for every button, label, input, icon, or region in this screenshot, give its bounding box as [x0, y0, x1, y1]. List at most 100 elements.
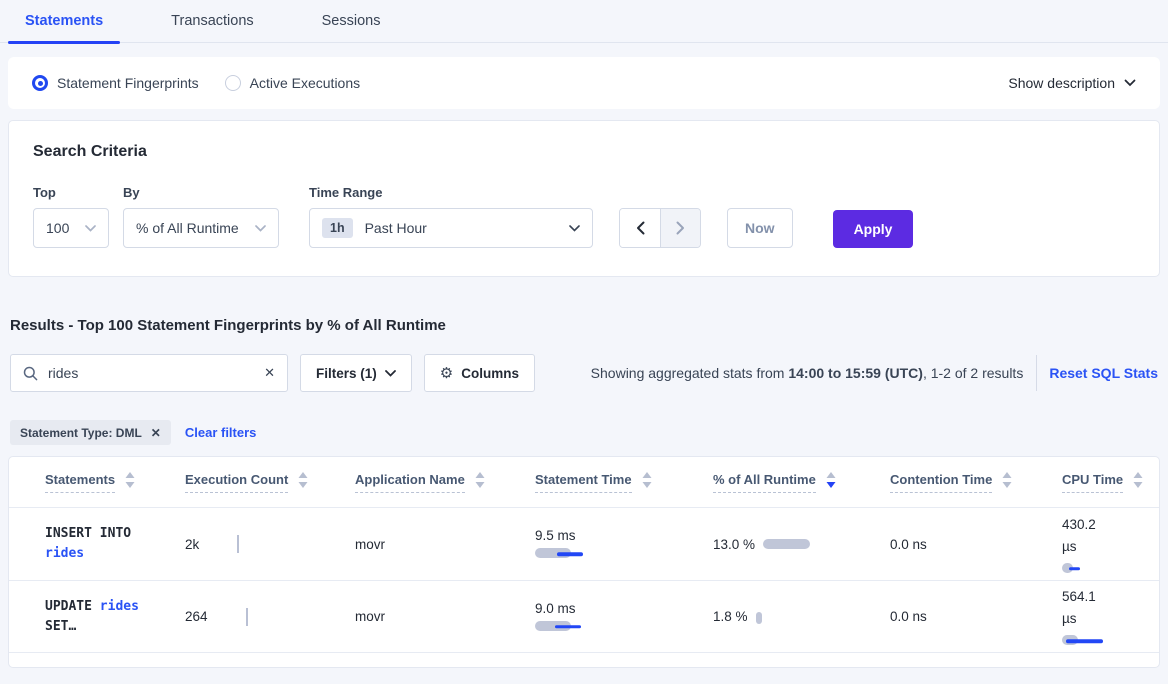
- toolbar-divider: [1036, 355, 1038, 391]
- radio-label: Statement Fingerprints: [57, 75, 199, 91]
- column-header-execution-count[interactable]: Execution Count: [185, 472, 355, 493]
- runtime-pct-bar: [755, 611, 816, 624]
- column-header-contention-time[interactable]: Contention Time: [890, 472, 1062, 493]
- show-description-toggle[interactable]: Show description: [1008, 75, 1136, 91]
- filter-chip-row: Statement Type: DML ✕ Clear filters: [10, 420, 1158, 445]
- radio-active-executions[interactable]: Active Executions: [224, 75, 361, 91]
- application-name-cell: movr: [355, 536, 385, 552]
- radio-selected-icon: [32, 75, 48, 91]
- top-label: Top: [33, 185, 56, 200]
- contention-time-cell: 0.0 ns: [890, 609, 927, 624]
- runtime-pct-cell: 1.8 %: [713, 607, 890, 626]
- sort-icon[interactable]: [826, 472, 836, 488]
- time-range-badge: 1h: [322, 218, 353, 238]
- columns-button[interactable]: ⚙ Columns: [423, 354, 535, 392]
- time-range-value: Past Hour: [364, 220, 427, 236]
- results-heading: Results - Top 100 Statement Fingerprints…: [10, 317, 446, 334]
- search-input[interactable]: [48, 365, 255, 381]
- radio-statement-fingerprints[interactable]: Statement Fingerprints: [32, 75, 199, 91]
- tab-transactions[interactable]: Transactions: [171, 13, 254, 29]
- application-name-cell: movr: [355, 609, 385, 624]
- sort-icon[interactable]: [125, 472, 135, 488]
- execution-count-bar: [245, 607, 248, 626]
- statement-time-bar: [535, 620, 695, 633]
- top-select[interactable]: 100: [33, 208, 109, 248]
- by-field: By % of All Runtime: [123, 185, 295, 248]
- top-field: Top 100: [33, 185, 109, 248]
- column-header-cpu-time[interactable]: CPU Time: [1062, 472, 1168, 493]
- stats-time-range: 14:00 to 15:59 (UTC): [788, 365, 923, 381]
- gear-icon: ⚙: [439, 364, 454, 382]
- contention-time-cell: 0.0 ns: [890, 536, 927, 552]
- chevron-left-icon: [636, 221, 644, 235]
- statement-time-cell: 9.0 ms: [535, 601, 713, 633]
- search-icon: [23, 366, 38, 380]
- sort-icon[interactable]: [642, 472, 652, 488]
- radio-unselected-icon: [224, 75, 241, 91]
- filter-chip-statement-type[interactable]: Statement Type: DML ✕: [10, 420, 171, 445]
- execution-count-bar: [237, 535, 240, 553]
- sort-icon[interactable]: [475, 472, 485, 488]
- statements-table: Statements Execution Count Application N…: [8, 456, 1160, 668]
- remove-filter-icon[interactable]: ✕: [150, 425, 161, 440]
- column-header-application-name[interactable]: Application Name: [355, 472, 535, 493]
- time-range-label: Time Range: [309, 185, 383, 200]
- statement-link[interactable]: rides: [45, 546, 85, 561]
- filters-label: Filters (1): [316, 365, 377, 381]
- statement-link[interactable]: rides: [99, 598, 139, 614]
- cpu-time-cell: 564.1 µs: [1062, 586, 1139, 647]
- statement-time-bar: [535, 548, 695, 560]
- top-select-value: 100: [46, 220, 70, 236]
- statement-time-cell: 9.5 ms: [535, 528, 713, 560]
- statement-cell: INSERT INTO rides: [45, 526, 132, 561]
- results-toolbar: ✕ Filters (1) ⚙ Columns Showing aggregat…: [10, 354, 1160, 392]
- view-toggle-band: Statement Fingerprints Active Executions…: [8, 57, 1160, 109]
- search-criteria-title: Search Criteria: [33, 143, 147, 160]
- show-description-label: Show description: [1008, 75, 1115, 91]
- clear-filters-link[interactable]: Clear filters: [184, 425, 257, 440]
- chevron-right-icon: [676, 221, 684, 235]
- now-button[interactable]: Now: [727, 208, 793, 248]
- runtime-pct-cell: 13.0 %: [713, 535, 890, 554]
- by-label: By: [123, 185, 140, 200]
- time-range-pager: [619, 208, 701, 248]
- tab-statements[interactable]: Statements: [7, 1, 121, 44]
- statement-search-box[interactable]: ✕: [10, 354, 288, 392]
- tab-sessions[interactable]: Sessions: [321, 13, 381, 29]
- time-range-select[interactable]: 1h Past Hour: [309, 208, 593, 248]
- table-header-row: Statements Execution Count Application N…: [9, 457, 1159, 507]
- next-time-range-button[interactable]: [660, 209, 700, 247]
- execution-count-cell: 2k: [185, 535, 355, 553]
- statement-cell: UPDATE rides SET…: [45, 598, 139, 634]
- columns-label: Columns: [461, 365, 519, 381]
- by-select-value: % of All Runtime: [136, 220, 239, 236]
- table-row: INSERT INTO rides 2k movr 9.5 ms 13.0 % …: [9, 507, 1159, 580]
- apply-button[interactable]: Apply: [832, 210, 914, 248]
- chevron-down-icon: [569, 224, 580, 232]
- reset-sql-stats-link[interactable]: Reset SQL Stats: [1049, 365, 1158, 381]
- clear-search-icon[interactable]: ✕: [264, 365, 275, 380]
- sort-icon[interactable]: [1002, 472, 1012, 488]
- previous-time-range-button[interactable]: [620, 209, 660, 247]
- cpu-time-bar: [1062, 635, 1121, 647]
- aggregated-stats-text: Showing aggregated stats from 14:00 to 1…: [590, 365, 1024, 381]
- chip-label: Statement Type: DML: [20, 425, 142, 440]
- column-header-statement-time[interactable]: Statement Time: [535, 472, 713, 493]
- sort-icon[interactable]: [298, 472, 308, 488]
- column-header-statements[interactable]: Statements: [45, 472, 185, 493]
- filters-button[interactable]: Filters (1): [300, 354, 412, 392]
- chevron-down-icon: [255, 224, 266, 232]
- table-row: UPDATE rides SET… 264 movr 9.0 ms 1.8 % …: [9, 580, 1159, 653]
- column-header-runtime-pct[interactable]: % of All Runtime: [713, 472, 890, 493]
- cpu-time-bar: [1062, 562, 1121, 575]
- sort-icon[interactable]: [1133, 472, 1143, 488]
- chevron-down-icon: [85, 224, 96, 232]
- runtime-pct-bar: [763, 538, 823, 550]
- chevron-down-icon: [1124, 79, 1136, 87]
- search-criteria-panel: Search Criteria Top 100 By % of All Runt…: [8, 120, 1160, 277]
- radio-label: Active Executions: [249, 75, 361, 91]
- chevron-down-icon: [384, 369, 396, 377]
- cpu-time-cell: 430.2 µs: [1062, 514, 1139, 575]
- by-select[interactable]: % of All Runtime: [123, 208, 279, 248]
- top-tab-bar: Statements Transactions Sessions: [0, 0, 1168, 44]
